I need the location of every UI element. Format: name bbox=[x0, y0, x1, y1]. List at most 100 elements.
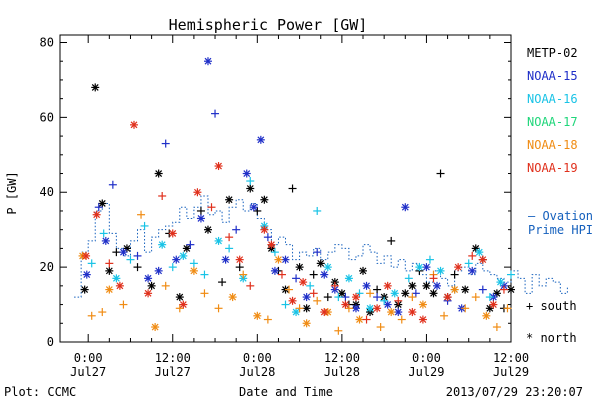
south-marker bbox=[334, 293, 343, 302]
legend-noaa-17: NOAA-17 bbox=[527, 115, 578, 129]
north-marker bbox=[351, 293, 360, 302]
north-marker bbox=[91, 83, 100, 92]
legend-ovation-line2: Prime HPI bbox=[528, 223, 593, 237]
legend-south: + south bbox=[526, 299, 577, 313]
north-marker bbox=[119, 248, 128, 257]
north-marker bbox=[323, 263, 332, 272]
x-tick-time-label: 12:00 bbox=[493, 351, 529, 365]
north-marker bbox=[112, 274, 121, 283]
south-marker bbox=[309, 270, 318, 279]
south-marker bbox=[464, 259, 473, 268]
north-marker bbox=[383, 300, 392, 309]
south-marker bbox=[270, 248, 279, 257]
north-marker bbox=[450, 285, 459, 294]
north-marker bbox=[82, 270, 91, 279]
south-marker bbox=[225, 233, 234, 242]
north-marker bbox=[214, 236, 223, 245]
x-tick-date-label: Jul28 bbox=[324, 365, 360, 379]
south-marker bbox=[373, 293, 382, 302]
legend-north: * north bbox=[526, 331, 577, 345]
north-marker bbox=[302, 304, 311, 313]
north-marker bbox=[242, 169, 251, 178]
south-marker bbox=[137, 210, 146, 219]
south-marker bbox=[292, 274, 301, 283]
south-marker bbox=[168, 263, 177, 272]
south-marker bbox=[200, 270, 209, 279]
north-marker bbox=[401, 289, 410, 298]
north-marker bbox=[168, 229, 177, 238]
south-marker bbox=[499, 285, 508, 294]
south-marker bbox=[503, 304, 512, 313]
north-marker bbox=[235, 255, 244, 264]
south-marker bbox=[108, 180, 117, 189]
north-marker bbox=[418, 300, 427, 309]
north-marker bbox=[101, 236, 110, 245]
north-marker bbox=[288, 296, 297, 305]
south-marker bbox=[99, 229, 108, 238]
south-marker bbox=[161, 281, 170, 290]
north-marker bbox=[179, 251, 188, 260]
south-marker bbox=[323, 293, 332, 302]
north-marker bbox=[496, 278, 505, 287]
north-marker bbox=[214, 162, 223, 171]
north-marker bbox=[105, 266, 114, 275]
north-marker bbox=[158, 240, 167, 249]
north-marker bbox=[475, 248, 484, 257]
south-marker bbox=[468, 251, 477, 260]
north-marker bbox=[415, 263, 424, 272]
legend-noaa-15: NOAA-15 bbox=[527, 69, 578, 83]
south-marker bbox=[186, 240, 195, 249]
north-marker bbox=[189, 266, 198, 275]
south-marker bbox=[105, 259, 114, 268]
north-marker bbox=[390, 289, 399, 298]
north-marker bbox=[221, 255, 230, 264]
north-marker bbox=[179, 300, 188, 309]
north-marker bbox=[228, 293, 237, 302]
north-marker bbox=[355, 315, 364, 324]
north-marker bbox=[80, 285, 89, 294]
north-marker bbox=[422, 281, 431, 290]
north-marker bbox=[182, 244, 191, 253]
south-marker bbox=[112, 248, 121, 257]
south-marker bbox=[140, 221, 149, 230]
legend-noaa-19: NOAA-19 bbox=[527, 161, 578, 175]
south-marker bbox=[246, 177, 255, 186]
north-marker bbox=[383, 281, 392, 290]
north-marker bbox=[270, 266, 279, 275]
y-axis-label: P [GW] bbox=[5, 171, 19, 214]
north-marker bbox=[193, 188, 202, 197]
south-marker bbox=[492, 323, 501, 332]
south-marker bbox=[158, 191, 167, 200]
south-marker bbox=[225, 244, 234, 253]
south-marker bbox=[429, 274, 438, 283]
north-marker bbox=[299, 278, 308, 287]
south-marker bbox=[330, 281, 339, 290]
south-marker bbox=[313, 296, 322, 305]
south-marker bbox=[246, 281, 255, 290]
south-marker bbox=[239, 270, 248, 279]
north-marker bbox=[92, 210, 101, 219]
south-marker bbox=[436, 169, 445, 178]
north-marker bbox=[482, 311, 491, 320]
north-marker bbox=[260, 195, 269, 204]
north-marker bbox=[267, 240, 276, 249]
y-tick-label: 60 bbox=[40, 110, 54, 124]
north-marker bbox=[359, 266, 368, 275]
south-marker bbox=[189, 259, 198, 268]
north-marker bbox=[105, 285, 114, 294]
south-marker bbox=[277, 270, 286, 279]
north-marker bbox=[337, 289, 346, 298]
north-marker bbox=[246, 184, 255, 193]
north-marker bbox=[147, 281, 156, 290]
north-marker bbox=[256, 135, 265, 144]
south-marker bbox=[87, 311, 96, 320]
north-marker bbox=[341, 300, 350, 309]
south-marker bbox=[235, 263, 244, 272]
ovation-hpi-line bbox=[74, 195, 568, 298]
north-marker bbox=[387, 308, 396, 317]
south-marker bbox=[309, 289, 318, 298]
legend: METP-02 NOAA-15 NOAA-16 NOAA-17 NOAA-18 … bbox=[526, 46, 593, 345]
north-marker bbox=[281, 255, 290, 264]
south-marker bbox=[485, 293, 494, 302]
north-marker bbox=[373, 304, 382, 313]
